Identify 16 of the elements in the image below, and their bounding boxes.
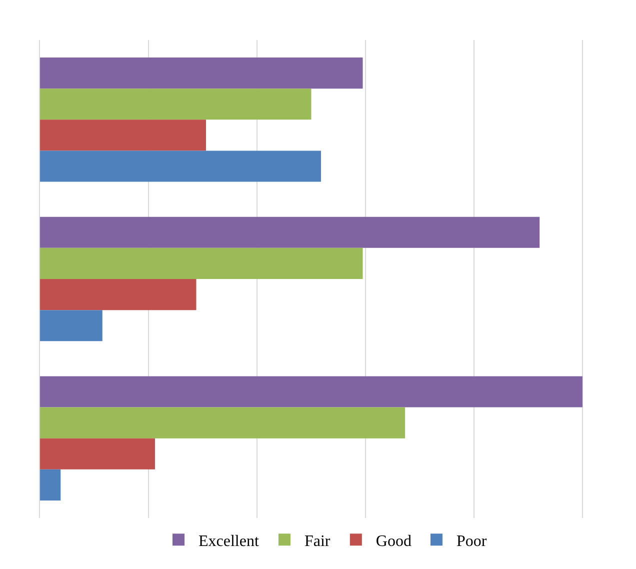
legend-label: Fair (304, 532, 331, 550)
legend-label: Good (376, 532, 412, 550)
bar (40, 376, 582, 408)
bar (40, 88, 312, 120)
bar (40, 58, 363, 89)
bar (40, 248, 363, 279)
bar (40, 150, 321, 182)
bar (40, 310, 102, 342)
bar (40, 469, 61, 500)
bar (40, 120, 206, 151)
bar (40, 407, 406, 438)
bar (40, 438, 155, 470)
legend-label: Excellent (198, 532, 260, 550)
bar (40, 216, 540, 248)
legend-label: Poor (456, 532, 488, 550)
bar (40, 279, 196, 310)
